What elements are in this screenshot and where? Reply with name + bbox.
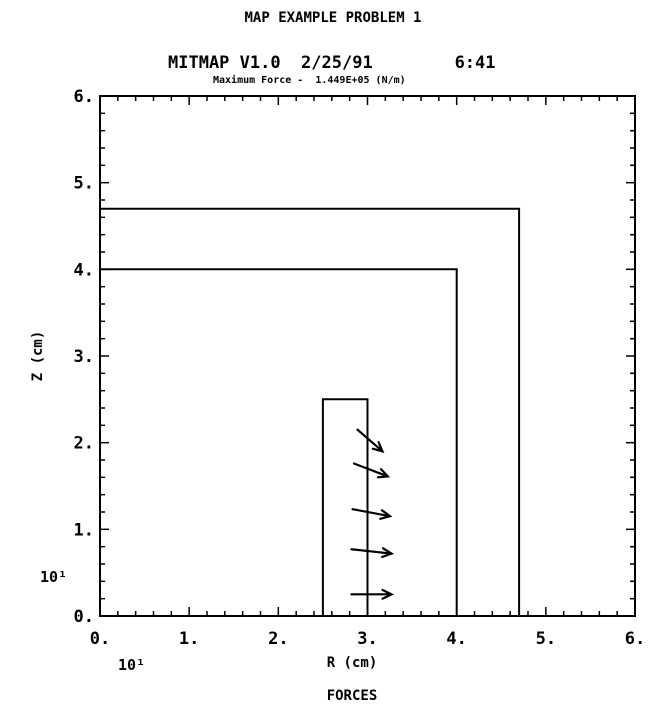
y-scale-label: 10¹ xyxy=(40,568,67,586)
x-axis-label: R (cm) xyxy=(327,655,378,671)
x-tick-label: 2. xyxy=(268,629,288,649)
x-tick-label: 5. xyxy=(536,629,556,649)
y-tick-label: 3. xyxy=(74,347,94,367)
y-tick-label: 5. xyxy=(74,174,94,194)
x-tick-label: 0. xyxy=(90,629,110,649)
x-scale-label: 10¹ xyxy=(118,656,145,674)
coil-rectangle xyxy=(321,398,369,616)
force-vector xyxy=(352,462,391,479)
x-tick-label: 1. xyxy=(179,629,199,649)
x-tick-label: 4. xyxy=(446,629,466,649)
y-tick-label: 4. xyxy=(74,260,94,280)
outer-boundary xyxy=(100,207,521,616)
force-vector xyxy=(351,508,393,520)
y-tick-label: 2. xyxy=(74,434,94,454)
force-vector xyxy=(356,428,385,453)
y-tick-label: 0. xyxy=(74,607,94,627)
plot-area: 0. 1. 2. 3. 4. 5. 6. 0. 1. 2. 3. 4. 5. 6. xyxy=(74,87,646,649)
y-tick-label: 6. xyxy=(74,87,94,107)
chart-caption: FORCES xyxy=(327,688,378,704)
force-vector xyxy=(350,547,395,559)
y-axis-label: Z (cm) xyxy=(30,331,46,382)
x-tick-label: 3. xyxy=(357,629,377,649)
y-tick-label: 1. xyxy=(74,520,94,540)
x-tick-label: 6. xyxy=(625,629,645,649)
chart-annotation: Maximum Force - 1.449E+05 (N/m) xyxy=(213,74,406,86)
chart-subtitle: MITMAP V1.0 2/25/91 6:41 xyxy=(168,53,496,73)
chart-title: MAP EXAMPLE PROBLEM 1 xyxy=(244,10,421,26)
force-vector xyxy=(350,588,395,600)
inner-boundary xyxy=(100,268,458,616)
